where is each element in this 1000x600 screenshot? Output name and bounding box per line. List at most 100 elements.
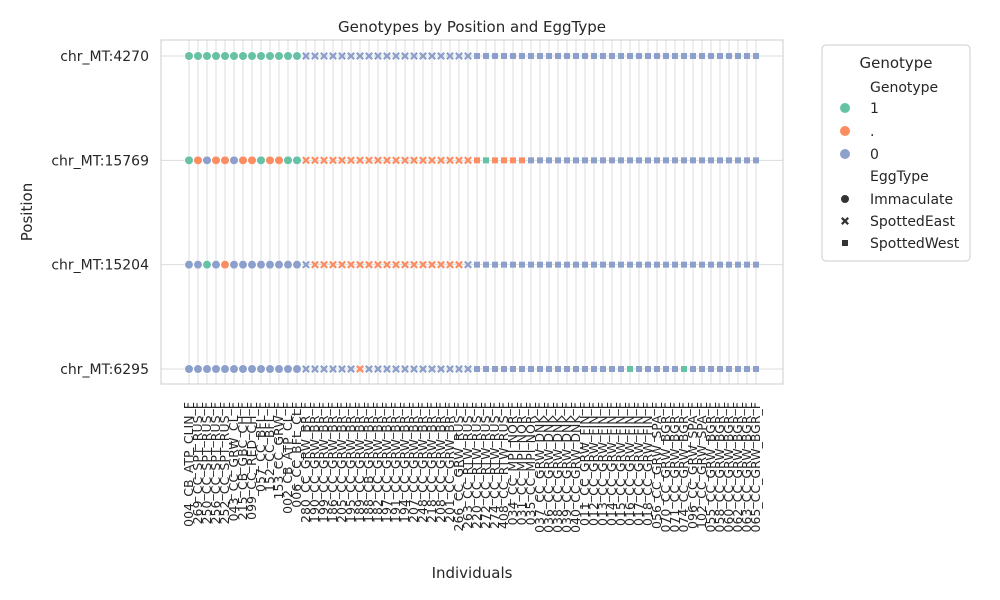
data-point-stroke bbox=[419, 52, 427, 60]
x-tick-label: 058_CC_GRW_BGR_F bbox=[712, 402, 727, 532]
data-point bbox=[672, 53, 678, 59]
data-point bbox=[392, 365, 400, 373]
legend-eggtype-marker bbox=[840, 194, 850, 204]
data-point-stroke bbox=[392, 260, 400, 269]
data-point bbox=[464, 260, 472, 269]
x-tick-label: 018_CC_GRW_FIN_F bbox=[640, 402, 655, 526]
data-point bbox=[320, 156, 328, 165]
data-point bbox=[681, 53, 687, 59]
data-point bbox=[211, 51, 221, 61]
data-point bbox=[311, 52, 319, 60]
data-point-stroke bbox=[329, 260, 337, 269]
data-point bbox=[265, 260, 275, 270]
data-point bbox=[564, 53, 570, 59]
data-point bbox=[573, 53, 579, 59]
data-point bbox=[474, 366, 480, 372]
x-tick-label: 002_CB_ATP_CL_F bbox=[280, 402, 295, 514]
legend-genotype-label: 1 bbox=[870, 101, 879, 117]
data-point bbox=[636, 261, 642, 268]
legend-title: Genotype bbox=[859, 54, 932, 72]
x-tick-label: 040_CC_GRW_DNK_F bbox=[568, 402, 583, 533]
x-tick-label: 034_CC_MPI_NOR_F bbox=[505, 402, 520, 525]
data-point bbox=[708, 366, 714, 372]
data-point bbox=[329, 52, 337, 60]
legend-eggtype-items: Immaculate SpottedEast SpottedWest bbox=[840, 192, 960, 252]
x-tick-label: 036_CC_GRW_DNK_F bbox=[541, 402, 556, 533]
x-tick-label: 038_CC_GRW_DNK_F bbox=[550, 402, 565, 533]
x-tick-label: 182_CC_GRW_BR_F bbox=[370, 402, 385, 523]
data-point bbox=[510, 157, 516, 164]
data-point bbox=[247, 155, 257, 165]
data-point-stroke bbox=[311, 52, 319, 60]
data-point-stroke bbox=[356, 52, 364, 60]
data-point bbox=[483, 157, 489, 164]
x-tick-label: 208_CC_GRW_BR_F bbox=[433, 402, 448, 523]
x-tick-label: 074_CC_GRW_BGR_F bbox=[676, 402, 691, 532]
data-point-stroke bbox=[374, 52, 382, 60]
x-tick-label: 013_CC_GRW_FIN_F bbox=[595, 402, 610, 526]
data-point bbox=[211, 155, 221, 165]
data-point-stroke bbox=[347, 365, 355, 373]
data-point bbox=[546, 261, 552, 268]
data-point bbox=[229, 260, 239, 270]
data-point bbox=[519, 261, 525, 268]
x-tick-label: 063_CC_GRW_BGR_F bbox=[739, 402, 754, 532]
data-point-stroke bbox=[437, 260, 445, 269]
data-point bbox=[428, 156, 436, 165]
data-point bbox=[265, 51, 275, 61]
x-tick-label: 201_CC_GRW_BR_F bbox=[442, 402, 457, 523]
data-point bbox=[519, 157, 525, 164]
legend-hue-title: Genotype bbox=[870, 80, 938, 96]
data-point bbox=[501, 261, 507, 268]
data-point bbox=[699, 53, 705, 59]
data-point-stroke bbox=[410, 52, 418, 60]
data-point-stroke bbox=[410, 365, 418, 373]
data-point bbox=[365, 365, 373, 373]
data-point bbox=[265, 364, 275, 374]
data-point bbox=[419, 156, 427, 165]
data-point bbox=[292, 260, 302, 270]
data-point bbox=[600, 366, 606, 372]
data-point bbox=[582, 366, 588, 372]
data-point bbox=[229, 155, 239, 165]
data-point bbox=[256, 260, 266, 270]
data-point bbox=[537, 53, 543, 59]
data-point-stroke bbox=[302, 365, 310, 373]
data-point bbox=[274, 51, 284, 61]
legend-frame bbox=[821, 44, 971, 262]
data-point bbox=[283, 155, 293, 165]
data-point bbox=[410, 260, 418, 269]
data-point bbox=[618, 261, 624, 268]
data-point-stroke bbox=[302, 52, 310, 60]
data-point bbox=[256, 364, 266, 374]
data-point-stroke bbox=[455, 365, 463, 373]
data-point bbox=[274, 155, 284, 165]
data-point bbox=[283, 260, 293, 270]
legend-eggtype-marker-stroke bbox=[841, 217, 849, 225]
legend-genotype-marker bbox=[840, 126, 850, 136]
data-point-stroke bbox=[428, 365, 436, 373]
data-point bbox=[636, 53, 642, 59]
data-point bbox=[265, 155, 275, 165]
data-point bbox=[238, 155, 248, 165]
data-point bbox=[663, 53, 669, 59]
legend-eggtype-marker bbox=[841, 217, 849, 225]
data-point bbox=[717, 53, 723, 59]
x-tick-label: 055_CC_GRW_BGR_F bbox=[703, 402, 718, 532]
data-point bbox=[546, 53, 552, 59]
x-tick-label: 205_CC_GRW_BR_F bbox=[334, 402, 349, 523]
data-point bbox=[483, 366, 489, 372]
data-point-stroke bbox=[419, 156, 427, 165]
data-point bbox=[383, 260, 391, 269]
data-point bbox=[564, 366, 570, 372]
data-point bbox=[519, 366, 525, 372]
data-point bbox=[374, 156, 382, 165]
data-point bbox=[356, 156, 364, 165]
data-point bbox=[338, 365, 346, 373]
data-point-stroke bbox=[392, 52, 400, 60]
data-point-stroke bbox=[374, 260, 382, 269]
data-point bbox=[238, 364, 248, 374]
data-point bbox=[220, 260, 230, 270]
grid bbox=[161, 40, 783, 384]
